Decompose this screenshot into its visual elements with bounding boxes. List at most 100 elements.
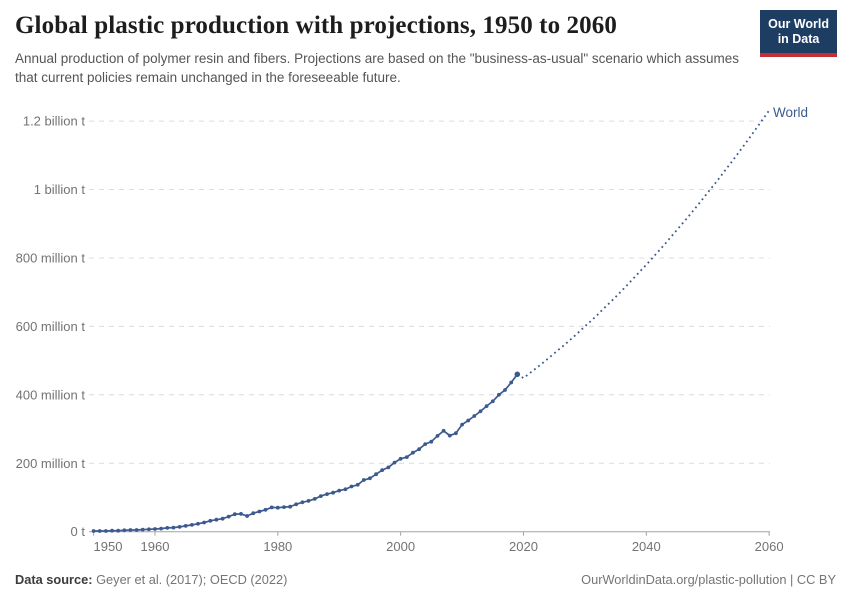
owid-logo[interactable]: Our World in Data: [760, 10, 837, 57]
data-source-label: Data source:: [15, 572, 93, 587]
data-point: [263, 507, 268, 512]
data-point: [312, 497, 317, 501]
data-source-value: Geyer et al. (2017); OECD (2022): [96, 572, 288, 587]
data-point: [134, 528, 139, 532]
data-point: [288, 504, 292, 509]
data-point: [337, 488, 342, 493]
data-point: [140, 527, 145, 532]
data-source: Data source: Geyer et al. (2017); OECD (…: [15, 572, 287, 587]
chart-footer: Data source: Geyer et al. (2017); OECD (…: [15, 572, 836, 587]
y-axis-label: 600 million t: [16, 319, 86, 334]
data-point: [91, 529, 96, 533]
data-point: [417, 447, 421, 452]
data-point: [220, 516, 225, 521]
data-point: [368, 476, 372, 481]
data-point: [97, 529, 102, 533]
data-point: [239, 512, 243, 516]
data-point: [472, 414, 477, 418]
data-point: [257, 509, 262, 514]
y-axis-label: 1.2 billion t: [23, 114, 86, 129]
y-axis-label: 0 t: [71, 524, 86, 539]
x-axis-label: 2020: [509, 539, 538, 554]
data-point: [153, 527, 157, 531]
data-point: [355, 482, 360, 487]
data-point: [484, 404, 489, 408]
data-point: [325, 492, 329, 496]
data-point: [282, 505, 286, 509]
data-point: [214, 517, 219, 522]
data-point: [361, 478, 366, 482]
data-point-endpoint: [514, 371, 521, 378]
data-point: [497, 392, 501, 397]
x-axis-label: 1950: [94, 539, 123, 554]
data-point: [275, 505, 280, 510]
data-point: [509, 380, 514, 385]
footer-license-link[interactable]: CC BY: [796, 572, 836, 587]
data-point: [104, 529, 108, 533]
page-title: Global plastic production with projectio…: [15, 12, 617, 39]
data-point: [392, 460, 397, 465]
footer-links: OurWorldinData.org/plastic-pollution | C…: [581, 572, 836, 587]
y-axis-label: 1 billion t: [34, 182, 86, 197]
x-axis-label: 2040: [632, 539, 661, 554]
data-point: [232, 512, 237, 517]
data-point: [447, 433, 452, 438]
series-label-world[interactable]: World: [773, 105, 809, 120]
data-point: [349, 484, 354, 489]
data-point: [183, 524, 188, 528]
data-point: [171, 525, 176, 530]
data-point: [429, 439, 434, 444]
data-point: [404, 455, 409, 459]
data-point: [441, 428, 446, 433]
data-point: [128, 528, 133, 532]
data-point: [251, 511, 256, 516]
data-point: [466, 418, 471, 423]
data-point: [343, 487, 348, 492]
y-axis-label: 200 million t: [16, 456, 86, 471]
data-point: [386, 465, 391, 470]
data-point: [196, 521, 200, 526]
data-point: [380, 468, 385, 472]
data-point: [454, 431, 458, 436]
chart-header: Global plastic production with projectio…: [15, 12, 745, 87]
projection-line[interactable]: [516, 109, 770, 380]
data-point: [411, 450, 415, 455]
data-point: [374, 472, 378, 477]
x-axis-label: 1980: [263, 539, 292, 554]
owid-logo-line2: in Data: [777, 32, 820, 47]
historical-line[interactable]: [93, 373, 518, 532]
footer-url-link[interactable]: OurWorldinData.org/plastic-pollution: [581, 572, 787, 587]
data-point: [503, 388, 507, 392]
owid-logo-line1: Our World: [768, 17, 829, 31]
data-point: [226, 514, 231, 519]
data-point: [435, 434, 440, 438]
x-axis-label: 2000: [386, 539, 415, 554]
data-point: [202, 520, 207, 525]
data-point: [306, 499, 311, 503]
data-point: [478, 409, 483, 414]
data-point: [423, 442, 428, 446]
data-point: [269, 505, 274, 510]
data-point: [245, 514, 250, 518]
data-point: [147, 527, 151, 532]
data-point: [177, 525, 182, 529]
data-point: [398, 456, 403, 461]
data-point: [116, 528, 121, 533]
data-point: [190, 523, 194, 527]
data-point: [490, 399, 495, 404]
data-point: [110, 528, 114, 533]
y-axis-label: 800 million t: [16, 251, 86, 266]
data-point: [331, 490, 335, 495]
footer-separator: |: [786, 572, 797, 587]
chart-subtitle: Annual production of polymer resin and f…: [15, 51, 739, 86]
data-point: [122, 528, 127, 533]
data-point: [165, 526, 170, 530]
x-axis-label: 2060: [755, 539, 784, 554]
data-point: [300, 500, 305, 505]
data-point: [208, 518, 213, 523]
y-axis-label: 400 million t: [16, 387, 86, 402]
data-point: [159, 526, 164, 531]
data-point: [318, 494, 323, 498]
x-axis-label: 1960: [141, 539, 170, 554]
